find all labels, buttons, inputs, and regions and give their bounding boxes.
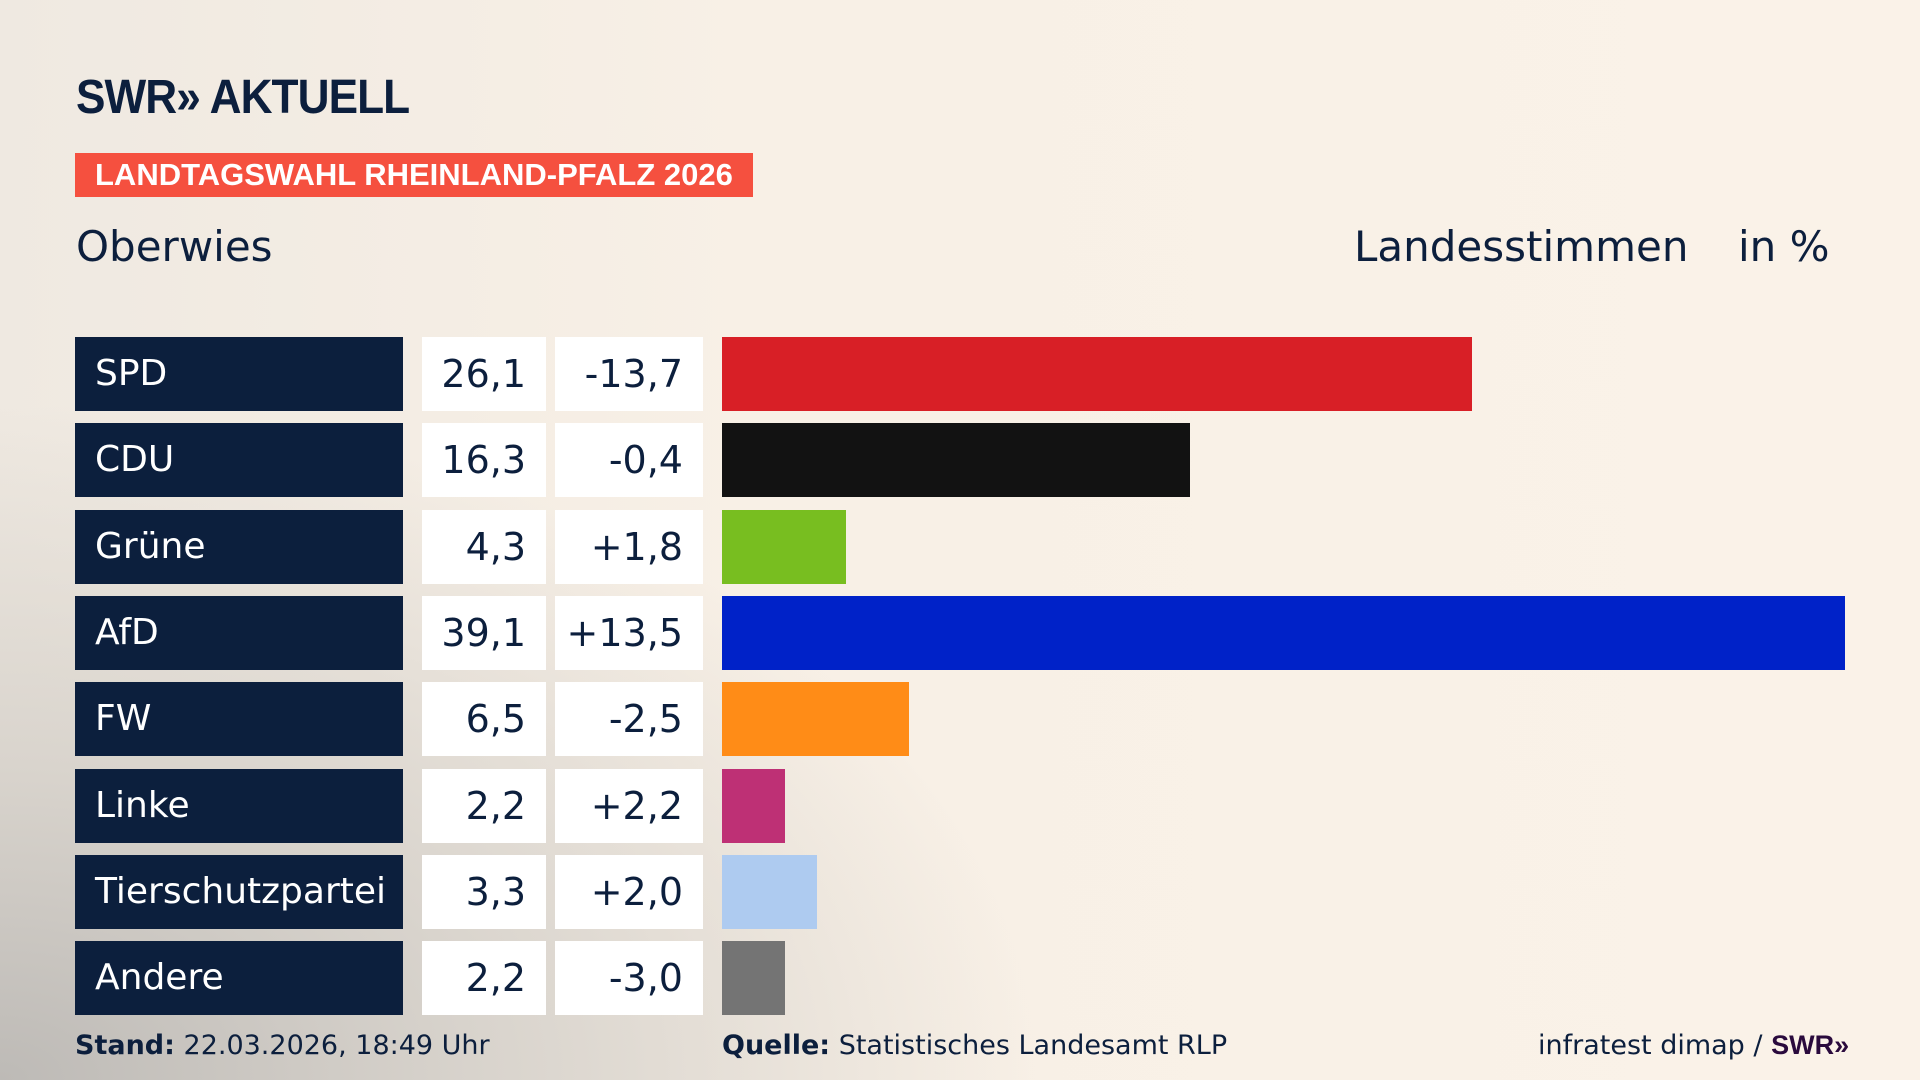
stand-info: Stand: 22.03.2026, 18:49 Uhr [75,1030,490,1061]
bar-fw [722,682,909,757]
swr-logo: SWR» [1771,1030,1850,1060]
party-name: Andere [75,941,403,1016]
vote-share: 26,1 [422,337,546,411]
unit-label: in % [1738,222,1830,271]
credit-info: infratest dimap / SWR» [1538,1030,1849,1061]
vote-share: 2,2 [422,768,546,843]
bar-cdu [722,423,1191,498]
credit-text: infratest dimap / [1538,1030,1763,1061]
vote-share: 39,1 [422,595,546,670]
party-row: FW 6,5 -2,5 [0,682,1920,757]
party-row: Linke 2,2 +2,2 [0,768,1920,843]
source-label: Quelle: [722,1030,831,1061]
party-row: Andere 2,2 -3,0 [0,941,1920,1016]
vote-share: 2,2 [422,941,546,1016]
vote-change: -2,5 [555,682,703,757]
election-banner: LANDTAGSWAHL RHEINLAND-PFALZ 2026 [75,153,753,197]
vote-change: -13,7 [555,337,703,411]
vote-change: +13,5 [555,595,703,670]
party-row: AfD 39,1 +13,5 [0,595,1920,670]
party-row: SPD 26,1 -13,7 [0,337,1920,411]
stand-value: 22.03.2026, 18:49 Uhr [183,1030,490,1061]
bar-grüne [722,509,846,584]
bar-afd [722,595,1845,670]
region-title: Oberwies [76,222,273,271]
source-value: Statistisches Landesamt RLP [838,1030,1228,1061]
vote-change: -3,0 [555,941,703,1016]
vote-share: 6,5 [422,682,546,757]
source-info: Quelle: Statistisches Landesamt RLP [722,1030,1227,1061]
bar-andere [722,941,786,1016]
stand-label: Stand: [75,1030,175,1061]
party-name: SPD [75,337,403,411]
vote-change: +1,8 [555,509,703,584]
party-row: Grüne 4,3 +1,8 [0,509,1920,584]
party-name: AfD [75,595,403,670]
bar-tierschutzpartei [722,854,817,929]
vote-change: +2,0 [555,854,703,929]
party-name: CDU [75,423,403,498]
bar-spd [722,337,1472,411]
swr-aktuell-logo: SWR» AKTUELL [76,71,410,124]
party-row: CDU 16,3 -0,4 [0,423,1920,498]
vote-change: -0,4 [555,423,703,498]
party-name: Tierschutzpartei [75,854,403,929]
party-name: Grüne [75,509,403,584]
bar-linke [722,768,786,843]
vote-share: 4,3 [422,509,546,584]
party-row: Tierschutzpartei 3,3 +2,0 [0,854,1920,929]
party-name: Linke [75,768,403,843]
vote-share: 16,3 [422,423,546,498]
vote-share: 3,3 [422,854,546,929]
metric-label: Landesstimmen [1354,222,1689,271]
party-name: FW [75,682,403,757]
vote-change: +2,2 [555,768,703,843]
